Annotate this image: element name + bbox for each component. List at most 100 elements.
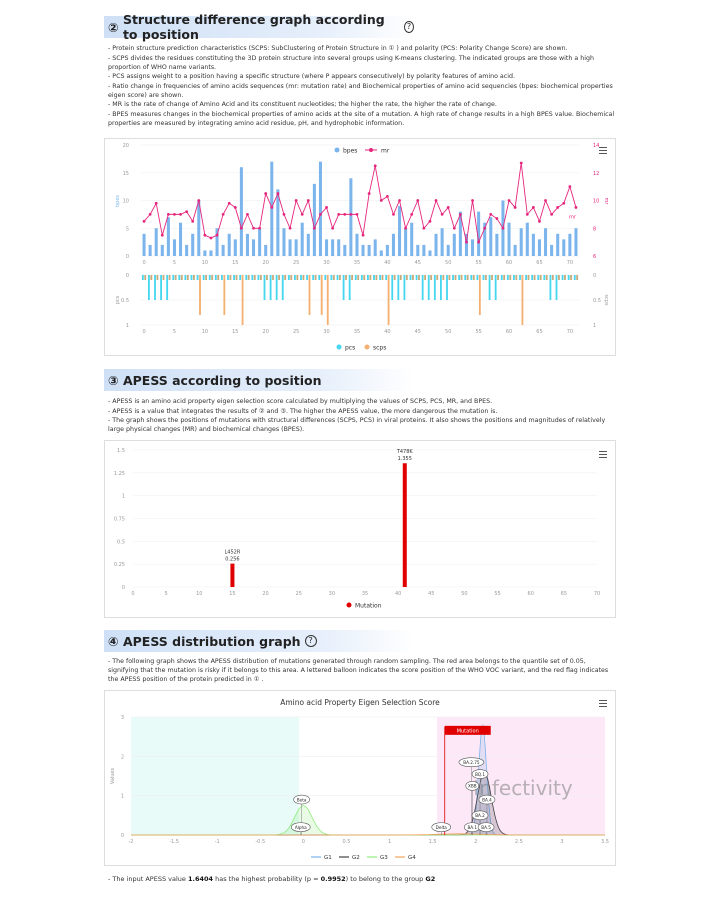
x-tick: 0: [302, 839, 305, 845]
bpes-bar: [398, 206, 402, 256]
risk-band: [436, 717, 605, 835]
scps-bar: [570, 275, 572, 280]
help-icon[interactable]: ?: [304, 635, 317, 647]
variant-balloon: [478, 794, 496, 805]
y-tick-pcs: 0.5: [121, 298, 129, 304]
bpes-bar: [221, 244, 225, 256]
pcs-bar: [312, 275, 315, 280]
mutation-bar: [402, 463, 407, 587]
mr-point: [160, 233, 164, 237]
chart-menu-icon[interactable]: [599, 147, 607, 154]
x-tick: 10: [196, 591, 202, 597]
scps-bar: [363, 275, 366, 280]
scps-bar: [430, 275, 433, 280]
pcs-bar: [208, 275, 211, 280]
scps-bar: [308, 275, 311, 315]
scps-bar: [551, 275, 554, 280]
scps-bar: [485, 275, 487, 280]
bpes-bar: [294, 239, 298, 256]
pcs-bar: [257, 275, 260, 280]
mr-point: [398, 199, 401, 202]
y-tick: 1.25: [114, 471, 125, 477]
chart-menu-icon[interactable]: [599, 451, 607, 458]
mr-point: [227, 201, 231, 205]
pcs-bar: [488, 275, 491, 300]
mr-point: [203, 233, 207, 237]
bpes-bar: [239, 167, 243, 256]
chart-menu-icon[interactable]: [599, 700, 607, 707]
legend-scps-marker: [364, 344, 370, 350]
mr-point: [404, 226, 408, 230]
x-tick: 0.5: [342, 839, 350, 845]
mr-point: [282, 212, 286, 216]
mr-point: [556, 206, 560, 209]
bpes-bar: [288, 239, 292, 256]
x-tick: 5: [165, 591, 168, 597]
y-tick-bpes: 10: [123, 199, 129, 205]
scps-bar: [180, 275, 183, 280]
y-tick-scps: 0.5: [593, 298, 601, 304]
bpes-bar: [282, 228, 286, 256]
scps-bar: [564, 275, 566, 280]
structure-chart-box: bpes mr 0 5 10 15 20 6 8 10 12 14 bpes mr mr 0 5 10 15 20 25…: [104, 138, 616, 356]
pcs-bar: [342, 275, 345, 300]
x-tick-top: 70: [567, 260, 573, 266]
x-tick-bottom: 5: [173, 329, 176, 335]
variant-balloon-label: XBB: [468, 784, 477, 789]
y-tick: 0: [121, 833, 124, 839]
scps-bar: [497, 275, 499, 280]
pcs-bar: [391, 275, 394, 300]
scps-bar: [229, 275, 232, 280]
safe-band: [131, 717, 300, 835]
mr-point: [568, 185, 572, 189]
bpes-bar: [318, 161, 322, 256]
mr-point: [319, 212, 322, 216]
bullet: - MR is the rate of change of Amino Acid…: [108, 101, 497, 108]
y-tick-mr: 6: [593, 254, 596, 260]
x-tick-top: 45: [415, 260, 421, 266]
scps-bar: [509, 275, 512, 280]
y-axis-label: Values: [110, 767, 116, 784]
bpes-bar: [355, 233, 359, 256]
x-tick-top: 15: [232, 260, 238, 266]
mr-point: [428, 219, 432, 223]
mr-point: [525, 212, 529, 216]
mr-point: [465, 240, 468, 244]
scps-bar: [199, 275, 201, 315]
summary-suffix: ) to belong to the group: [345, 875, 426, 883]
mr-point: [544, 199, 547, 202]
legend-bpes: bpes: [343, 148, 357, 155]
legend-G4: G4: [408, 855, 416, 861]
bar-label-value: 0.256: [225, 557, 239, 563]
variant-balloon-label: Beta: [297, 797, 307, 802]
pcs-bar: [306, 275, 308, 280]
x-tick: 2: [474, 839, 477, 845]
scps-bar: [351, 275, 353, 280]
x-tick-top: 50: [445, 260, 451, 266]
bpes-bar: [446, 244, 450, 256]
x-tick-top: 25: [293, 260, 299, 266]
bpes-bar: [367, 244, 371, 256]
mr-point: [422, 226, 426, 230]
y-axis-label-pcs: pcs: [115, 295, 121, 304]
pcs-bar: [275, 275, 278, 300]
x-tick: 35: [362, 591, 368, 597]
mr-point: [233, 206, 237, 209]
mr-point: [379, 199, 383, 202]
pcs-bar: [525, 275, 527, 280]
scps-bar: [272, 275, 274, 280]
mr-point: [142, 219, 146, 223]
distribution-chart-box: Amino acid Property Eigen Selection Scor…: [104, 690, 616, 866]
pcs-bar: [573, 275, 576, 280]
x-tick: -1: [215, 839, 220, 845]
scps-bar: [168, 275, 171, 280]
pcs-bar: [160, 275, 162, 300]
help-icon[interactable]: ?: [403, 21, 414, 33]
x-tick-top: 60: [506, 260, 512, 266]
x-tick-top: 35: [354, 260, 360, 266]
x-tick-bottom: 35: [354, 329, 360, 335]
bar-label-name: L452R: [225, 550, 241, 556]
pcs-bar: [561, 275, 564, 280]
y-tick-bpes: 15: [123, 171, 129, 177]
scps-bar: [442, 275, 445, 280]
